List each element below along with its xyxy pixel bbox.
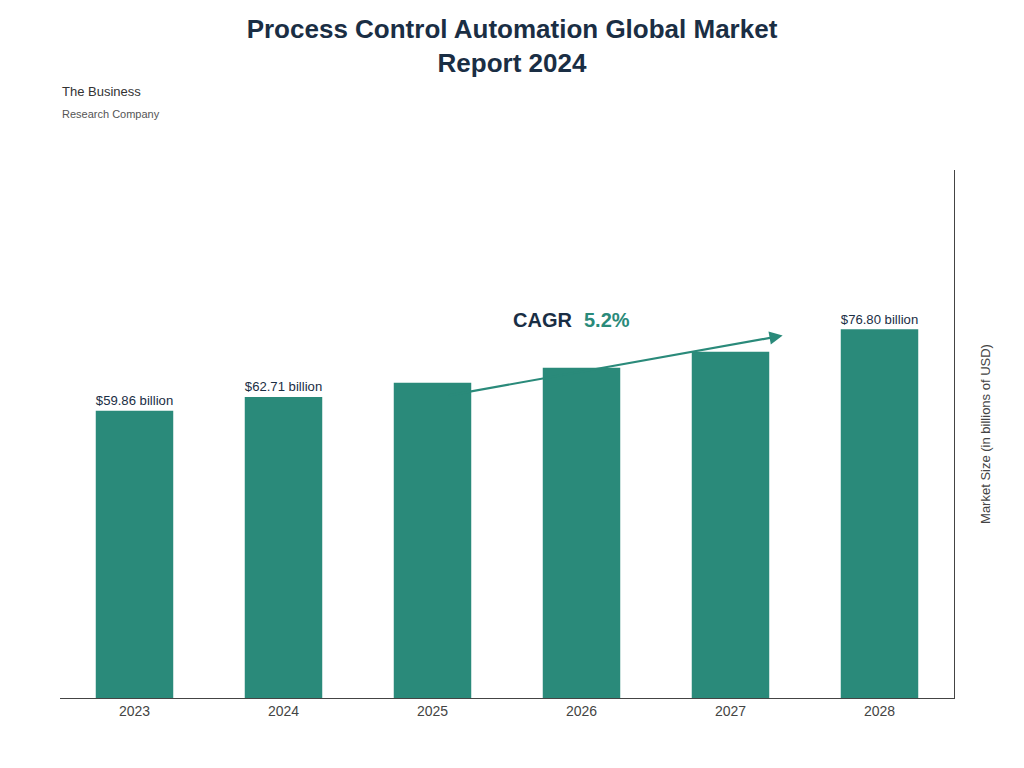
svg-text:Process Control Automation Glo: Process Control Automation Global Market… [247,14,778,78]
svg-text:The Business: The Business [62,84,141,99]
svg-text:5.2%: 5.2% [584,309,630,331]
svg-text:Market Size (in billions of US: Market Size (in billions of USD) [978,344,993,524]
svg-text:2027: 2027 [715,703,746,719]
svg-text:2024: 2024 [268,703,299,719]
svg-text:$59.86 billion: $59.86 billion [96,393,173,408]
svg-text:Research Company: Research Company [62,108,160,120]
svg-text:2023: 2023 [119,703,150,719]
svg-text:$76.80 billion: $76.80 billion [841,312,918,327]
svg-text:CAGR: CAGR [513,309,572,331]
svg-text:2025: 2025 [417,703,448,719]
svg-text:2026: 2026 [566,703,597,719]
svg-text:2028: 2028 [864,703,895,719]
svg-text:$62.71 billion: $62.71 billion [245,379,322,394]
